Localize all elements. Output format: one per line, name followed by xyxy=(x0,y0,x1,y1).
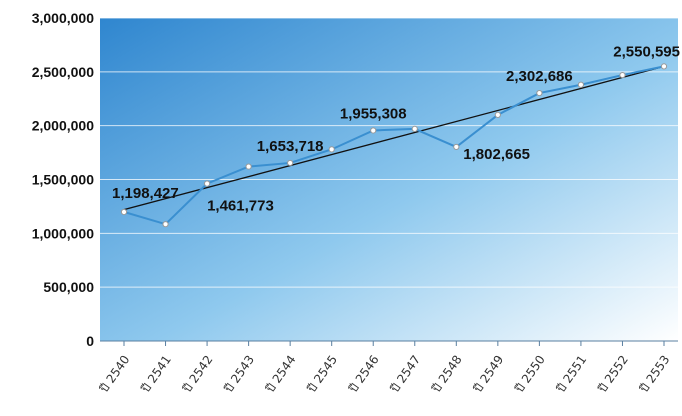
data-point xyxy=(328,146,335,153)
data-point xyxy=(245,163,252,170)
x-tick-label: ปี 2547 xyxy=(387,353,423,396)
x-tick-label: ปี 2542 xyxy=(180,353,216,396)
y-axis-tick-labels: 0 500,000 1,000,000 1,500,000 2,000,000 2,500… xyxy=(32,10,95,349)
data-label: 1,802,665 xyxy=(463,146,530,163)
x-tick-label: ปี 2552 xyxy=(595,353,631,396)
x-tick-label: ปี 2540 xyxy=(97,353,133,396)
data-point xyxy=(203,180,211,187)
trendline-group xyxy=(123,65,665,211)
data-point xyxy=(411,125,418,132)
data-point xyxy=(536,89,543,97)
data-point xyxy=(453,143,460,151)
x-tick-label: ปี 2550 xyxy=(512,353,548,396)
y-tick-label: 1,000,000 xyxy=(32,225,94,241)
y-tick-label: 2,500,000 xyxy=(32,64,94,80)
x-tick-label: ปี 2551 xyxy=(554,353,590,396)
data-point xyxy=(370,127,377,134)
x-tick-label: ปี 2545 xyxy=(304,353,340,396)
data-point xyxy=(660,63,668,70)
data-point xyxy=(619,71,626,79)
data-label: 2,302,686 xyxy=(506,68,573,85)
data-point xyxy=(162,221,169,228)
x-tick-label: ปี 2544 xyxy=(263,353,299,396)
x-tick-label: ปี 2548 xyxy=(429,353,465,396)
x-tick-label: ปี 2553 xyxy=(637,353,673,396)
data-label: 1,461,773 xyxy=(207,198,274,215)
y-tick-label: 1,500,000 xyxy=(32,172,94,188)
data-label: 1,955,308 xyxy=(340,105,407,122)
y-tick-label: 0 xyxy=(86,333,94,349)
data-label: 2,550,595 xyxy=(613,43,680,60)
x-tick-label: ปี 2549 xyxy=(470,353,506,396)
data-point xyxy=(287,159,294,167)
series-group xyxy=(120,63,668,228)
data-point xyxy=(120,208,128,216)
y-tick-label: 500,000 xyxy=(43,279,94,295)
data-point xyxy=(494,111,501,119)
trendline xyxy=(123,65,665,211)
data-point xyxy=(577,81,585,88)
x-tick-label: ปี 2546 xyxy=(346,353,382,396)
x-tick-label: ปี 2541 xyxy=(138,353,174,396)
data-label: 1,198,427 xyxy=(112,185,179,202)
gridlines xyxy=(100,17,678,346)
data-label: 1,653,718 xyxy=(257,138,324,155)
series-line xyxy=(123,65,665,226)
x-tick-label: ปี 2543 xyxy=(221,353,257,396)
y-tick-label: 3,000,000 xyxy=(32,10,94,26)
x-axis-tick-labels: ปี 2540 ปี 2541 ปี 2542 ปี 2543 ปี 2544 ปี 25… xyxy=(97,353,673,396)
data-label-group: 1,198,427 1,461,773 1,653,718 1,955,308 1,80… xyxy=(112,43,680,214)
y-tick-label: 2,000,000 xyxy=(32,118,94,134)
